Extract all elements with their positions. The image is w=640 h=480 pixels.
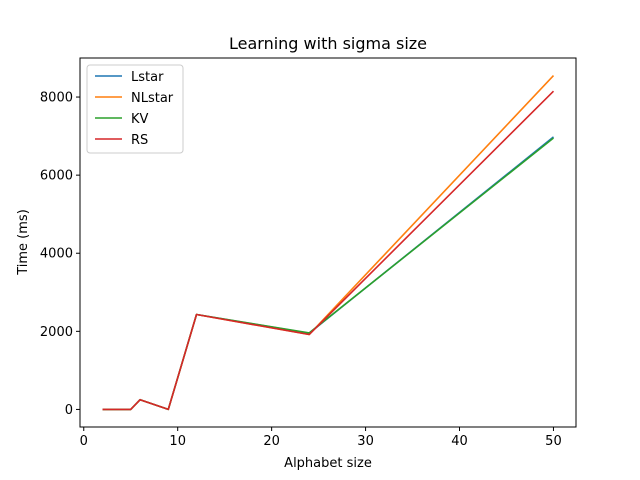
x-tick-label: 40	[451, 434, 468, 449]
series-line-lstar	[102, 136, 555, 411]
x-tick-label: 10	[169, 434, 186, 449]
legend-label: Lstar	[131, 70, 164, 85]
legend-label: NLstar	[131, 91, 174, 106]
y-axis-label: Time (ms)	[16, 209, 31, 276]
y-tick-label: 6000	[40, 169, 73, 184]
x-tick-label: 50	[545, 434, 562, 449]
plot-frame	[79, 57, 577, 428]
y-tick-label: 2000	[40, 325, 73, 340]
x-tick-label: 0	[80, 434, 88, 449]
x-axis: 0 10 20 30 40 50	[80, 427, 562, 449]
legend: Lstar NLstar KV RS	[86, 64, 184, 154]
y-tick-label: 8000	[40, 91, 73, 106]
y-tick-label: 4000	[40, 247, 73, 262]
y-tick-label: 0	[65, 403, 73, 418]
x-tick-label: 30	[357, 434, 374, 449]
legend-box	[86, 64, 184, 154]
series-line-kv	[102, 137, 554, 411]
y-axis: 0 2000 4000 6000 8000	[40, 91, 80, 418]
legend-label: RS	[131, 133, 148, 148]
plot-lines	[102, 75, 555, 411]
legend-label: KV	[131, 112, 149, 127]
series-line-rs	[102, 90, 555, 411]
x-axis-label: Alphabet size	[284, 456, 372, 471]
x-tick-label: 20	[263, 434, 280, 449]
chart-title: Learning with sigma size	[229, 34, 427, 53]
